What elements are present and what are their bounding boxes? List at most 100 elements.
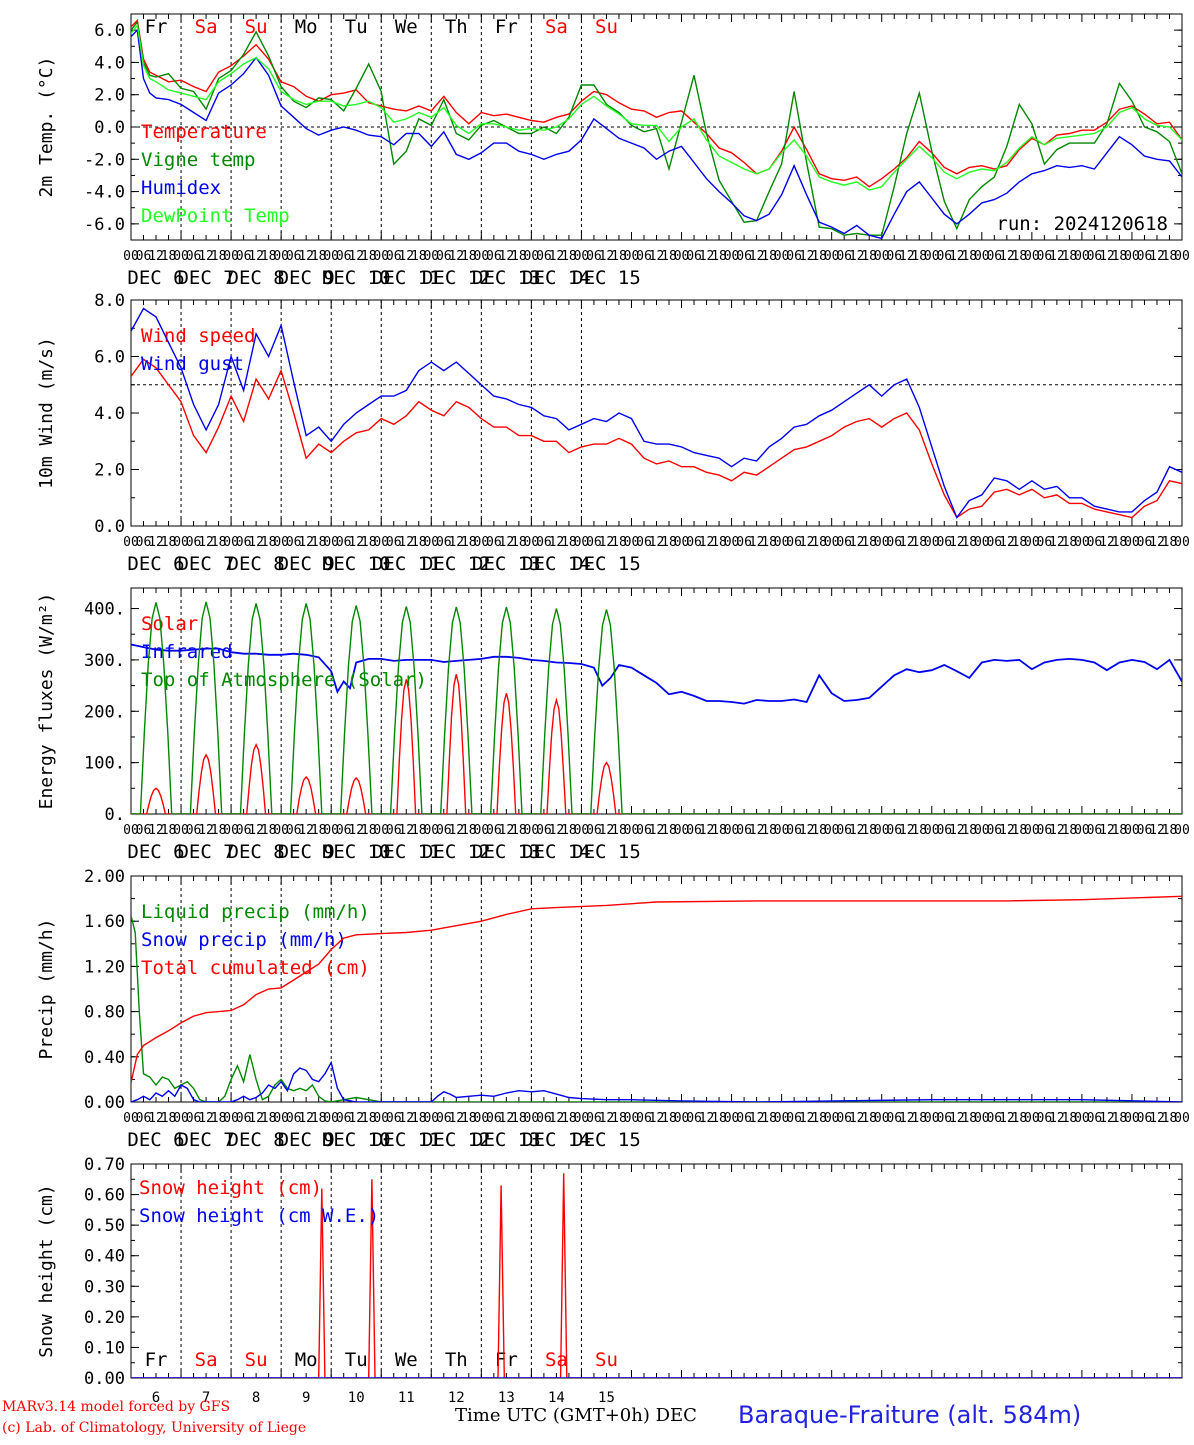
x-hour-label: 18 — [211, 249, 227, 264]
x-hour-label: 18 — [511, 823, 527, 838]
x-hour-label: 18 — [811, 1111, 827, 1126]
plot-frame — [130, 587, 1183, 815]
x-hour-label: 12 — [949, 1111, 965, 1126]
x-hour-label: 06 — [786, 1111, 802, 1126]
x-hour-label: 18 — [811, 535, 827, 550]
x-hour-label: 06 — [336, 1111, 352, 1126]
y-tick-label: 0.0 — [94, 118, 125, 138]
x-hour-label: 00 — [474, 1111, 490, 1126]
x-hour-label: 00 — [1174, 1111, 1190, 1126]
x-hour-label: 18 — [261, 823, 277, 838]
x-date-label: DEC 12 — [422, 553, 491, 575]
x-hour-label: 00 — [474, 535, 490, 550]
series-line-snow-precip-mm-h- — [131, 1060, 1182, 1102]
y-axis-title: Snow height (cm) — [36, 1184, 57, 1357]
x-hour-label: 00 — [574, 535, 590, 550]
x-hour-label: 00 — [1174, 249, 1190, 264]
x-hour-label: 12 — [348, 535, 364, 550]
series-line-top-of-atmosphere-solar- — [131, 601, 1182, 814]
x-hour-label: 06 — [636, 535, 652, 550]
y-tick-label: -4.0 — [84, 183, 125, 203]
x-hour-label: 00 — [1024, 823, 1040, 838]
y-tick-label: 2.00 — [84, 867, 125, 887]
x-hour-label: 12 — [1149, 823, 1165, 838]
x-hour-label: 06 — [1037, 535, 1053, 550]
x-hour-label: 06 — [636, 1111, 652, 1126]
x-hour-label: 12 — [298, 535, 314, 550]
x-hour-label: 06 — [486, 249, 502, 264]
x-hour-label: 12 — [248, 535, 264, 550]
x-hour-label: 18 — [661, 1111, 677, 1126]
x-hour-label: 06 — [886, 535, 902, 550]
x-date-label: DEC 8 — [228, 267, 285, 289]
legend-entry: DewPoint Temp — [141, 205, 290, 227]
x-hour-label: 00 — [524, 535, 540, 550]
x-hour-label: 06 — [736, 249, 752, 264]
x-hour-label: 00 — [674, 249, 690, 264]
x-hour-label: 18 — [961, 823, 977, 838]
x-day-number: 7 — [202, 1390, 210, 1406]
x-hour-label: 18 — [311, 1111, 327, 1126]
x-hour-label: 00 — [373, 535, 389, 550]
x-hour-label: 00 — [974, 249, 990, 264]
x-hour-label: 06 — [736, 823, 752, 838]
x-hour-label: 18 — [611, 535, 627, 550]
x-hour-label: 00 — [1024, 1111, 1040, 1126]
x-hour-label: 18 — [1062, 249, 1078, 264]
x-hour-label: 18 — [361, 535, 377, 550]
x-hour-label: 00 — [173, 249, 189, 264]
x-hour-label: 12 — [999, 249, 1015, 264]
x-date-label: DEC 13 — [472, 553, 541, 575]
y-tick-label: 0.20 — [84, 1308, 125, 1328]
weekday-label: Fr — [145, 16, 168, 38]
x-hour-label: 00 — [223, 823, 239, 838]
x-hour-label: 18 — [1112, 535, 1128, 550]
x-hour-label: 00 — [624, 1111, 640, 1126]
x-hour-label: 18 — [1162, 249, 1178, 264]
x-hour-label: 06 — [1137, 1111, 1153, 1126]
x-hour-label: 06 — [136, 535, 152, 550]
x-hour-label: 18 — [461, 1111, 477, 1126]
weekday-label: Tu — [345, 1349, 368, 1371]
series-line-total-cumulated-cm- — [131, 895, 1182, 1083]
x-hour-label: 06 — [986, 249, 1002, 264]
x-hour-label: 18 — [961, 249, 977, 264]
x-hour-label: 12 — [799, 249, 815, 264]
x-hour-label: 06 — [486, 535, 502, 550]
x-hour-label: 00 — [524, 1111, 540, 1126]
x-date-label: DEC 6 — [127, 1129, 184, 1151]
x-hour-label: 06 — [686, 823, 702, 838]
x-hour-label: 00 — [824, 1111, 840, 1126]
x-hour-label: 06 — [1087, 1111, 1103, 1126]
x-hour-label: 18 — [761, 1111, 777, 1126]
x-hour-label: 12 — [398, 823, 414, 838]
x-hour-label: 06 — [736, 1111, 752, 1126]
x-hour-label: 12 — [1049, 249, 1065, 264]
weekday-label: Mo — [295, 1349, 318, 1371]
x-hour-label: 00 — [774, 823, 790, 838]
weekday-label: Tu — [345, 16, 368, 38]
x-hour-label: 18 — [861, 823, 877, 838]
x-hour-label: 00 — [1024, 535, 1040, 550]
x-hour-label: 00 — [924, 823, 940, 838]
x-hour-label: 00 — [323, 823, 339, 838]
x-date-label: DEC 14 — [522, 553, 591, 575]
x-hour-label: 00 — [1174, 535, 1190, 550]
x-hour-label: 12 — [1099, 823, 1115, 838]
x-hour-label: 00 — [874, 535, 890, 550]
x-hour-label: 12 — [799, 535, 815, 550]
x-hour-label: 12 — [649, 823, 665, 838]
x-hour-label: 00 — [223, 535, 239, 550]
x-hour-label: 18 — [761, 249, 777, 264]
x-hour-label: 06 — [986, 535, 1002, 550]
x-hour-label: 06 — [1087, 823, 1103, 838]
x-hour-label: 18 — [461, 249, 477, 264]
x-date-label: DEC 14 — [522, 841, 591, 863]
x-hour-label: 18 — [611, 823, 627, 838]
x-hour-label: 12 — [849, 1111, 865, 1126]
y-tick-label: 0.0 — [94, 517, 125, 537]
x-hour-label: 18 — [411, 823, 427, 838]
x-date-label: DEC 8 — [228, 841, 285, 863]
y-tick-label: 0.50 — [84, 1216, 125, 1236]
x-date-label: DEC 6 — [127, 267, 184, 289]
